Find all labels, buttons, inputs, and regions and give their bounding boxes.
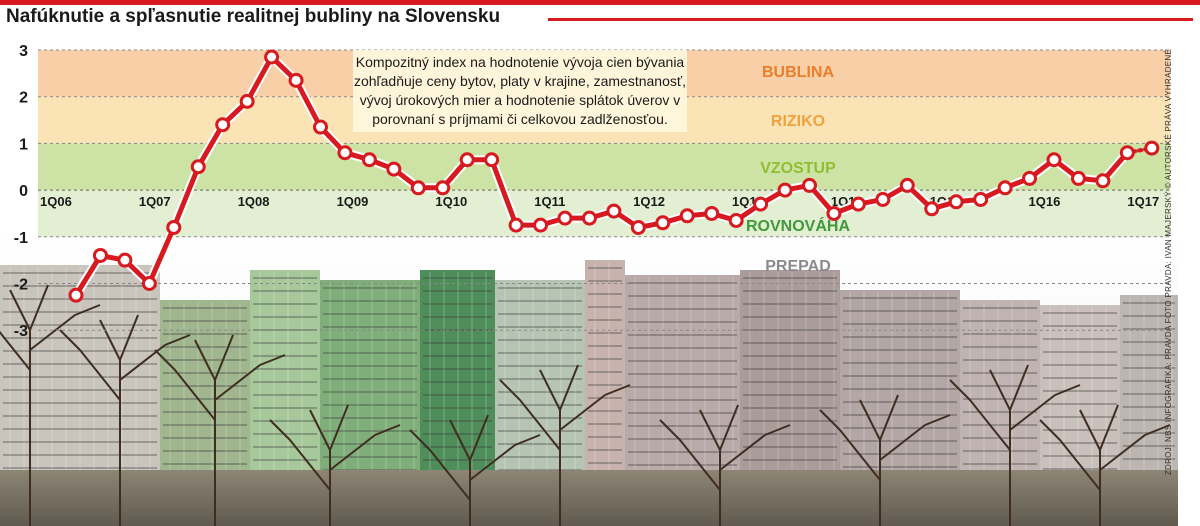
tree <box>59 314 191 526</box>
data-point <box>239 93 255 109</box>
data-point <box>1119 145 1135 161</box>
chart-annotation: Kompozitný index na hodnotenie vývoja ci… <box>353 50 687 132</box>
data-point <box>1046 152 1062 168</box>
data-point <box>557 210 573 226</box>
data-point <box>679 208 695 224</box>
data-point <box>484 152 500 168</box>
y-axis-ticks: 3 2 1 0 -1 -2 -3 <box>14 43 28 340</box>
data-point <box>533 217 549 233</box>
data-point <box>899 177 915 193</box>
data-point <box>117 252 133 268</box>
zone-band <box>38 143 1170 191</box>
data-point <box>1095 173 1111 189</box>
data-point <box>948 194 964 210</box>
data-point <box>1022 170 1038 186</box>
tree <box>499 364 631 526</box>
y-tick-label: 0 <box>19 183 28 200</box>
data-point <box>997 180 1013 196</box>
title-rule <box>548 18 1193 21</box>
data-point <box>924 201 940 217</box>
data-point <box>777 182 793 198</box>
data-point <box>386 161 402 177</box>
x-tick-label: 1Q11 <box>534 194 565 209</box>
tree <box>409 414 541 526</box>
data-point <box>92 247 108 263</box>
x-tick-label: 1Q09 <box>337 194 369 209</box>
x-tick-label: 1Q12 <box>633 194 665 209</box>
x-tick-label: 1Q08 <box>238 194 270 209</box>
x-tick-label: 1Q06 <box>40 194 72 209</box>
x-tick-label: 1Q17 <box>1127 194 1159 209</box>
ground <box>0 470 1178 526</box>
tree <box>0 284 101 526</box>
data-point <box>826 205 842 221</box>
y-tick-label: 1 <box>19 136 28 153</box>
zone-label: PREPAD <box>765 258 831 275</box>
data-point <box>630 219 646 235</box>
data-point <box>850 196 866 212</box>
tree <box>154 334 286 526</box>
tree <box>949 364 1081 526</box>
y-tick-label: 3 <box>19 43 28 60</box>
data-point <box>313 119 328 135</box>
zone-label: VZOSTUP <box>760 160 836 177</box>
data-point <box>459 152 475 168</box>
y-tick-label: -3 <box>14 323 28 340</box>
zone-label: RIZIKO <box>771 113 825 130</box>
data-point <box>753 196 769 212</box>
x-tick-label: 1Q16 <box>1029 194 1061 209</box>
data-point <box>288 72 304 88</box>
data-point <box>410 180 426 196</box>
data-point <box>361 152 377 168</box>
housing-estate-photo <box>0 230 1178 526</box>
tree <box>819 394 951 526</box>
y-tick-label: 2 <box>19 90 28 107</box>
data-point <box>875 191 891 207</box>
zone-labels: BUBLINA RIZIKO VZOSTUP ROVNOVÁHA PREPAD <box>746 64 850 275</box>
data-point <box>802 177 817 193</box>
zone-label: BUBLINA <box>762 64 834 81</box>
data-point <box>606 203 622 219</box>
index-series <box>68 49 1160 303</box>
data-point <box>704 205 720 221</box>
x-tick-label: 1Q07 <box>139 194 171 209</box>
tree <box>1039 404 1171 526</box>
data-point <box>581 210 597 226</box>
x-tick-label: 1Q10 <box>435 194 467 209</box>
tree <box>269 404 401 526</box>
data-point <box>166 219 182 235</box>
data-point <box>655 215 671 231</box>
top-accent-bar <box>0 0 1200 5</box>
data-point <box>264 49 280 65</box>
data-point <box>1144 140 1160 156</box>
data-point <box>973 191 989 207</box>
data-point <box>337 145 353 161</box>
data-point <box>508 217 524 233</box>
data-point <box>68 287 84 303</box>
data-point <box>141 276 157 291</box>
source-credit: ZDROJ: NBS INFOGRAFIKA: PRAVDA FOTO PRAV… <box>1164 48 1173 476</box>
data-point <box>1070 170 1086 186</box>
y-tick-label: -2 <box>14 277 28 294</box>
zone-label: ROVNOVÁHA <box>746 216 850 235</box>
chart-title: Nafúknutie a spľasnutie realitnej bublin… <box>6 6 501 27</box>
data-point <box>215 117 231 133</box>
tree <box>659 404 791 526</box>
data-point <box>190 159 206 175</box>
data-point <box>435 180 451 196</box>
data-point <box>728 212 744 228</box>
y-tick-label: -1 <box>14 230 28 247</box>
